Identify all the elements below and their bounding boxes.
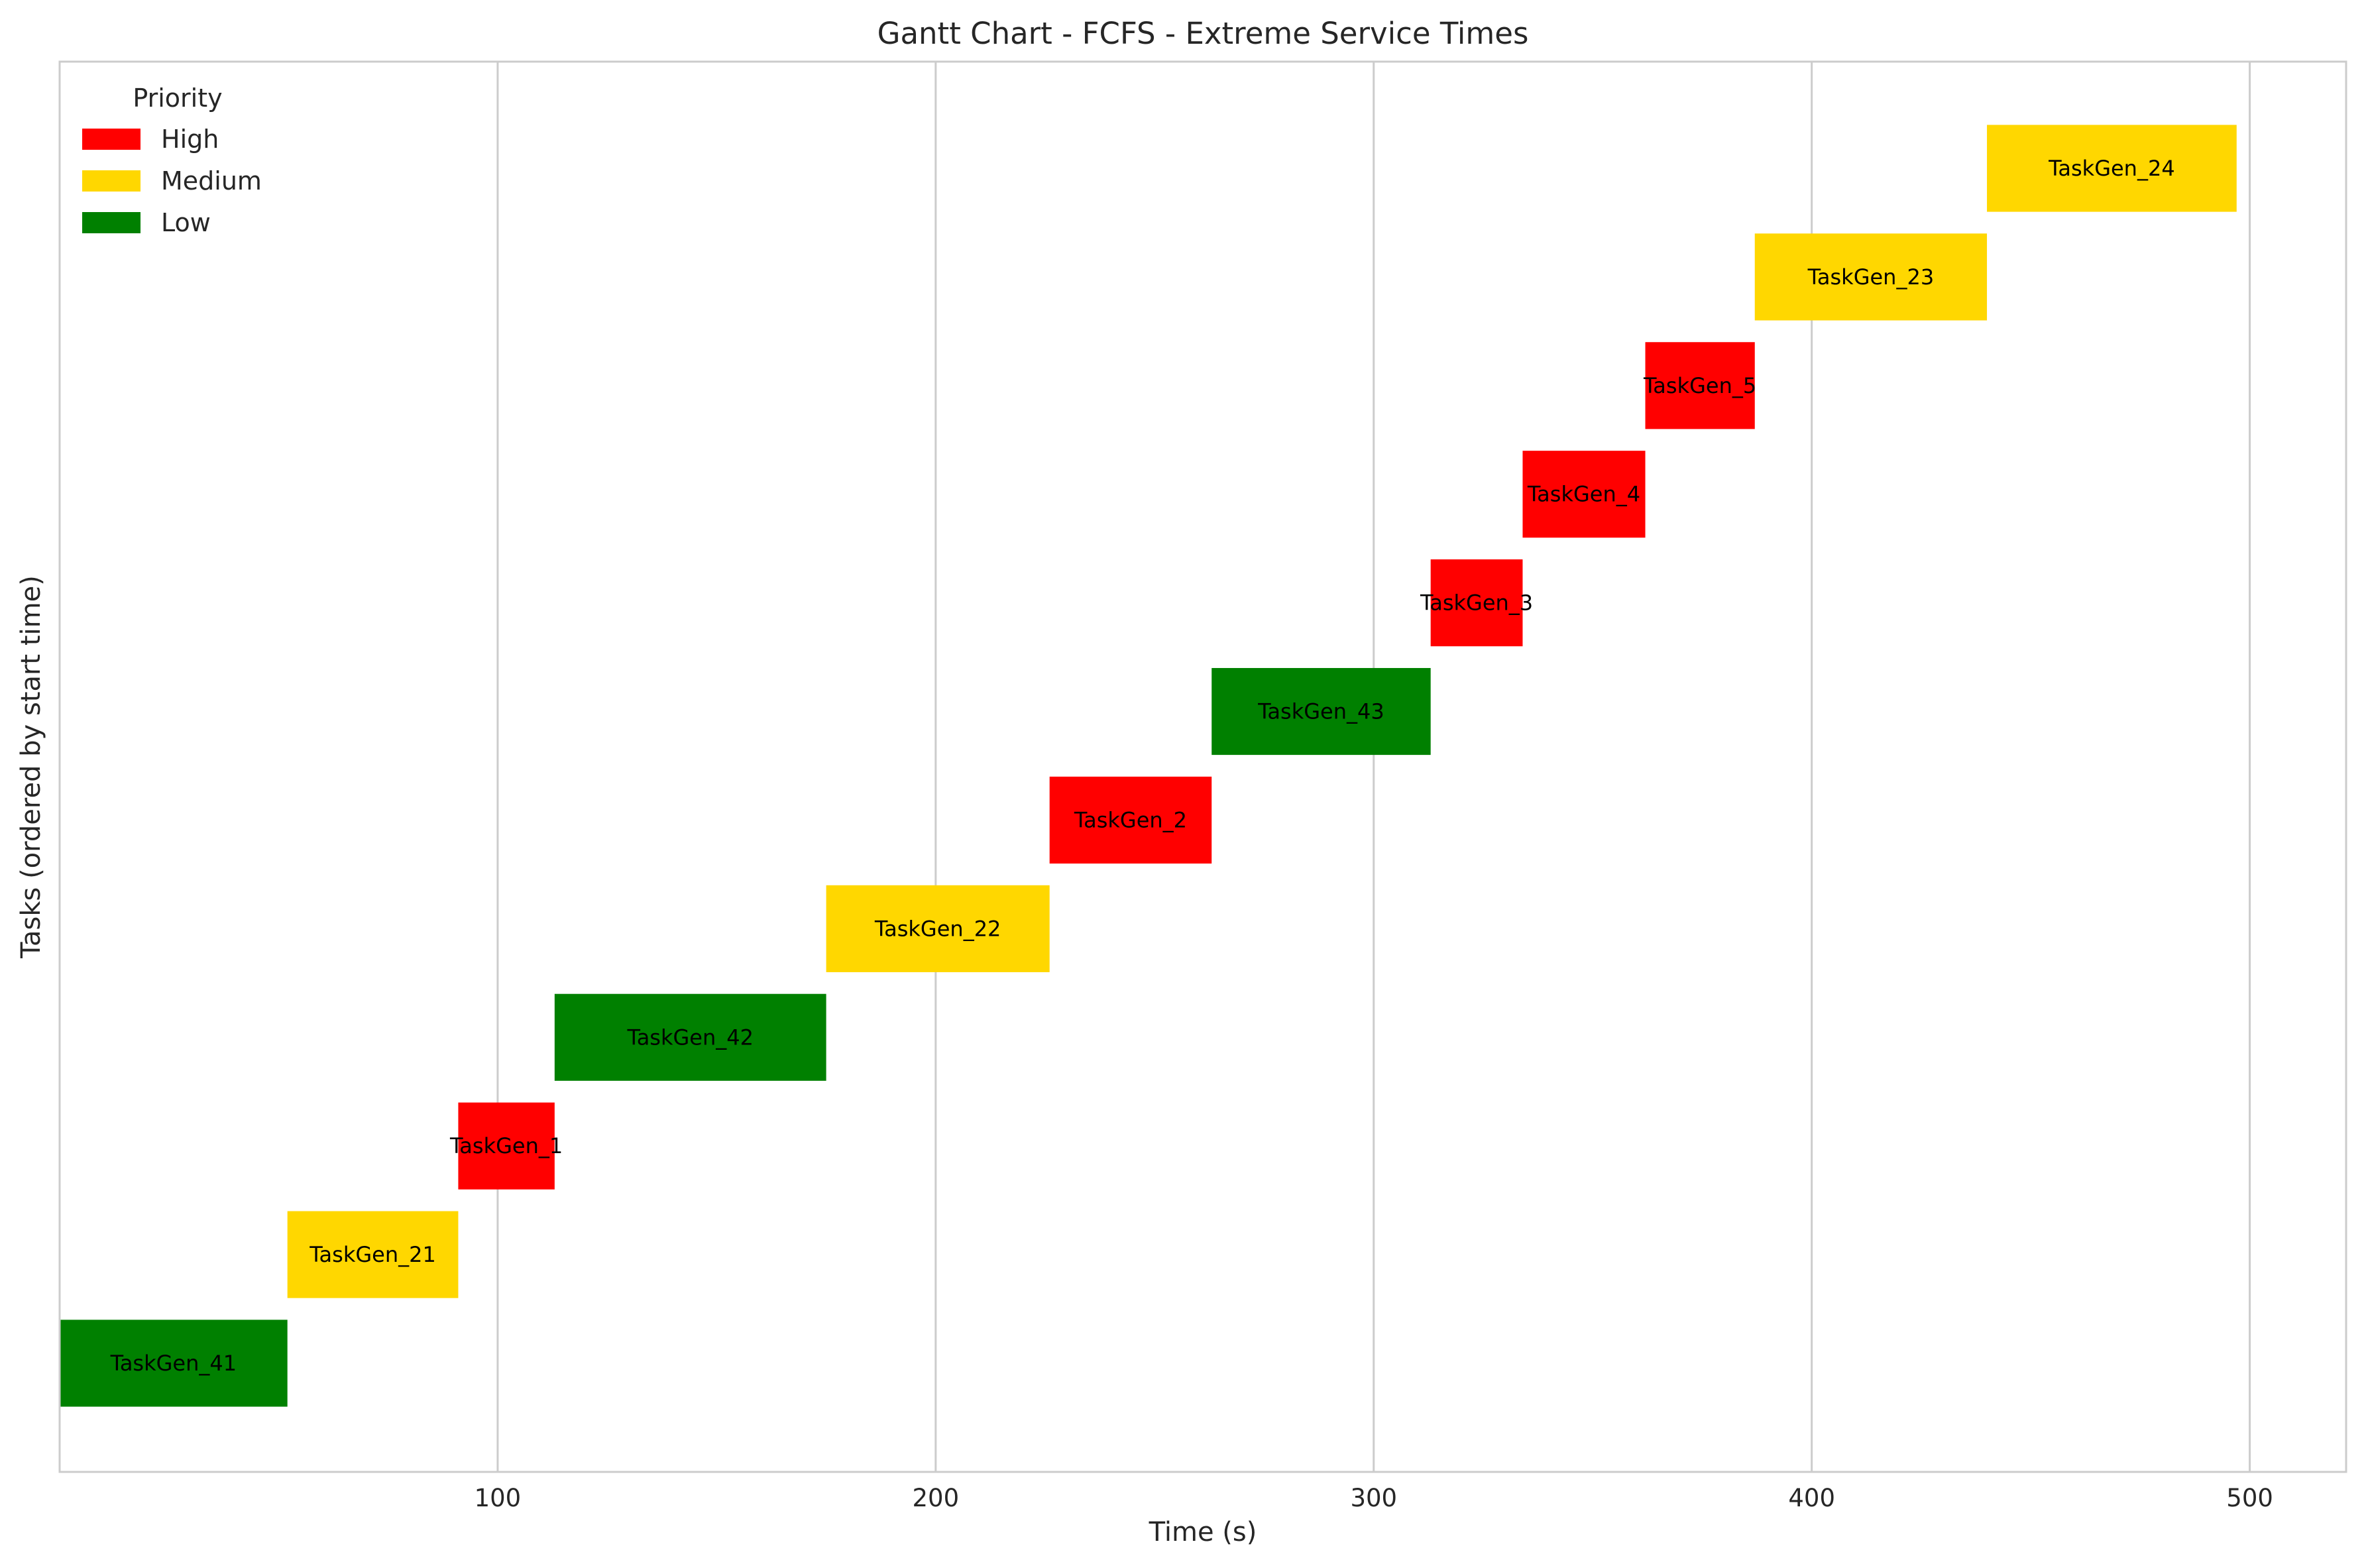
task-bar-taskgen-21 [287, 1211, 459, 1298]
x-tick-label: 100 [475, 1484, 522, 1512]
plot-frame [58, 60, 2347, 1473]
task-bar-taskgen-2 [1049, 776, 1212, 864]
task-bar-taskgen-1 [458, 1102, 555, 1190]
task-bar-label: TaskGen_2 [1074, 807, 1187, 832]
task-bar-taskgen-42 [554, 993, 826, 1081]
task-bar-label: TaskGen_23 [1807, 264, 1935, 290]
task-bar-taskgen-41 [60, 1319, 288, 1407]
task-bar-label: TaskGen_21 [309, 1242, 436, 1267]
task-bar-taskgen-23 [1754, 233, 1988, 321]
task-bar-label: TaskGen_4 [1527, 482, 1640, 507]
legend-title: Priority [133, 84, 222, 113]
x-axis-label: Time (s) [1149, 1517, 1257, 1547]
legend: Priority High Medium Low [82, 84, 262, 237]
y-axis-label: Tasks (ordered by start time) [16, 575, 46, 959]
task-bar-taskgen-24 [1987, 125, 2237, 212]
x-tick-label: 500 [2226, 1484, 2273, 1512]
legend-swatch-high [82, 129, 141, 150]
x-tick-label: 300 [1350, 1484, 1397, 1512]
task-bar-label: TaskGen_43 [1257, 699, 1384, 724]
task-bar-label: TaskGen_5 [1643, 373, 1756, 398]
task-bar-label: TaskGen_41 [110, 1351, 237, 1376]
legend-swatch-low [82, 212, 141, 233]
task-bar-taskgen-5 [1645, 342, 1755, 429]
task-bar-label: TaskGen_1 [449, 1133, 563, 1158]
legend-label-low: Low [161, 208, 211, 237]
task-bar-taskgen-4 [1522, 451, 1646, 538]
task-bar-taskgen-22 [826, 885, 1050, 972]
x-tick-labels: 100 200 300 400 500 [475, 1484, 2273, 1512]
task-bar-taskgen-3 [1430, 559, 1523, 647]
task-bars: TaskGen_41 TaskGen_21 TaskGen_1 TaskGen_42 T… [60, 125, 2237, 1407]
task-bar-label: TaskGen_22 [874, 916, 1001, 941]
x-tick-label: 200 [913, 1484, 960, 1512]
legend-swatch-medium [82, 170, 141, 192]
chart-title: Gantt Chart - FCFS - Extreme Service Tim… [877, 16, 1529, 51]
x-tick-label: 400 [1788, 1484, 1835, 1512]
task-bar-taskgen-43 [1211, 667, 1431, 756]
task-bar-label: TaskGen_24 [2048, 156, 2175, 181]
task-bar-label: TaskGen_42 [626, 1025, 754, 1050]
legend-label-medium: Medium [161, 166, 262, 196]
legend-label-high: High [161, 125, 219, 154]
task-bar-label: TaskGen_3 [1420, 590, 1533, 616]
